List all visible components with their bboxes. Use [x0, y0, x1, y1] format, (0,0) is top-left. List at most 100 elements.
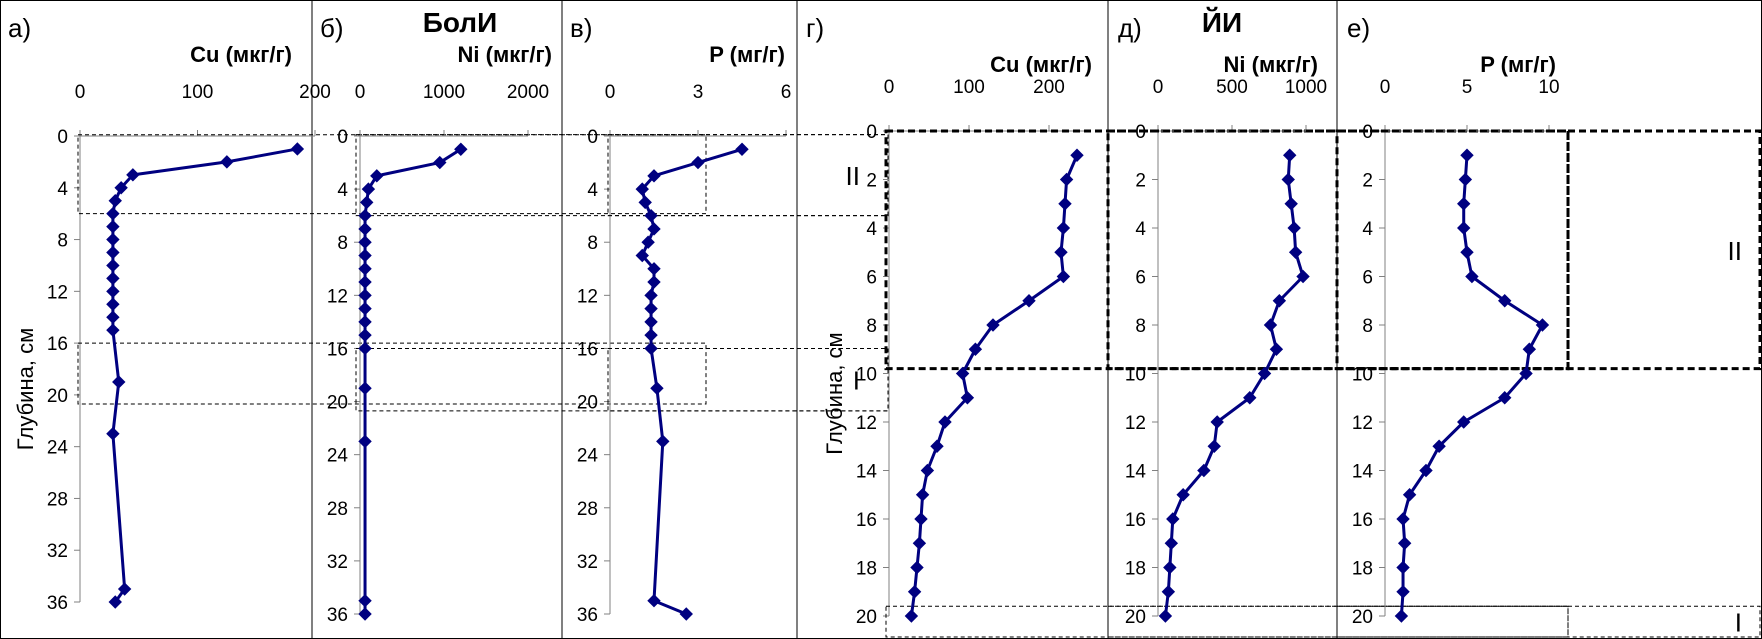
y-tick-label: 4	[866, 219, 877, 240]
data-point	[1058, 197, 1072, 211]
zone-box	[77, 134, 707, 215]
zone-label: I	[1735, 608, 1742, 638]
y-tick-label: 10	[856, 365, 877, 386]
x-axis-title: P (мг/г)	[1480, 52, 1556, 77]
zone-box	[885, 605, 1569, 638]
data-point	[679, 607, 693, 621]
y-tick-label: 36	[577, 605, 598, 626]
data-point	[955, 366, 970, 381]
data-point	[644, 208, 658, 223]
x-tick-label: 100	[953, 77, 985, 98]
data-point	[1457, 221, 1471, 235]
zone-box	[355, 134, 889, 217]
y-tick-label: 4	[337, 180, 348, 201]
data-point	[1210, 415, 1224, 429]
data-point	[1458, 172, 1473, 187]
data-point	[920, 463, 935, 478]
data-point	[358, 222, 372, 236]
y-tick-label: 14	[1125, 462, 1147, 483]
y-tick-label: 0	[587, 127, 598, 148]
data-point	[117, 582, 132, 596]
data-point	[1394, 609, 1409, 623]
data-point	[1161, 585, 1176, 599]
zone-box	[607, 347, 889, 412]
data-point	[433, 155, 447, 170]
panel-4: г)Cu (мкг/г)Глубина, см0 100 2000246810121…	[806, 13, 1570, 638]
y-tick-label: 20	[1125, 607, 1146, 628]
series-line	[1399, 155, 1544, 617]
data-point	[1269, 342, 1284, 356]
x-tick-label: 10	[1538, 77, 1559, 98]
data-point	[1166, 512, 1180, 526]
site-label-bol: БолИ	[423, 7, 497, 38]
data-point	[691, 155, 705, 170]
data-point	[644, 341, 658, 356]
data-point	[358, 328, 372, 342]
data-point	[1243, 391, 1257, 405]
x-axis-title: Ni (мкг/г)	[1224, 52, 1319, 77]
data-point	[1022, 294, 1036, 308]
data-point	[1457, 415, 1471, 429]
series-line	[111, 147, 298, 603]
data-point	[1054, 245, 1068, 259]
data-point	[1457, 197, 1471, 211]
y-tick-label: 4	[587, 180, 598, 201]
data-point	[647, 275, 661, 289]
panel-label: б)	[320, 13, 344, 43]
data-point	[106, 323, 120, 337]
y-tick-label: 2	[866, 171, 877, 192]
x-tick-label: 500	[1216, 77, 1248, 98]
y-tick-label: 8	[866, 316, 877, 337]
data-point	[106, 284, 120, 299]
y-tick-label: 8	[57, 231, 68, 252]
data-point	[910, 560, 924, 575]
data-point	[960, 391, 975, 405]
data-point	[454, 142, 468, 156]
data-point	[635, 248, 649, 263]
data-point	[1056, 221, 1071, 235]
y-axis-title: Глубина, см	[13, 328, 38, 450]
y-tick-label: 36	[327, 605, 348, 626]
y-tick-label: 32	[577, 552, 598, 573]
y-tick-label: 6	[1135, 268, 1146, 289]
data-point	[126, 168, 140, 182]
y-tick-label: 8	[337, 233, 348, 254]
data-point	[1287, 221, 1301, 235]
x-tick-label: 200	[299, 82, 331, 103]
data-point	[1432, 439, 1446, 453]
data-point	[638, 195, 652, 210]
y-tick-label: 14	[1352, 462, 1374, 483]
data-point	[1519, 366, 1533, 381]
data-point	[290, 142, 305, 156]
data-point	[904, 609, 919, 623]
y-tick-label: 12	[577, 286, 598, 307]
y-tick-label: 0	[337, 127, 348, 148]
y-tick-label: 28	[47, 489, 68, 510]
y-tick-label: 16	[327, 339, 348, 360]
y-tick-label: 16	[1352, 510, 1373, 531]
data-point	[358, 301, 372, 316]
data-point	[1535, 318, 1550, 332]
data-point	[1498, 391, 1512, 405]
data-point	[644, 315, 658, 329]
data-point	[358, 275, 372, 289]
x-tick-label: 100	[182, 82, 214, 103]
data-point	[1281, 172, 1295, 187]
data-point	[106, 297, 120, 311]
data-point	[644, 301, 658, 316]
data-point	[1460, 245, 1474, 259]
y-tick-label: 16	[577, 339, 598, 360]
data-point	[1498, 294, 1512, 308]
data-point	[358, 341, 372, 356]
data-point	[912, 536, 927, 550]
y-tick-label: 12	[856, 413, 877, 434]
data-point	[358, 315, 372, 329]
y-tick-label: 28	[327, 499, 348, 520]
data-point	[650, 381, 664, 395]
y-tick-label: 12	[1125, 413, 1146, 434]
data-point	[914, 512, 928, 526]
